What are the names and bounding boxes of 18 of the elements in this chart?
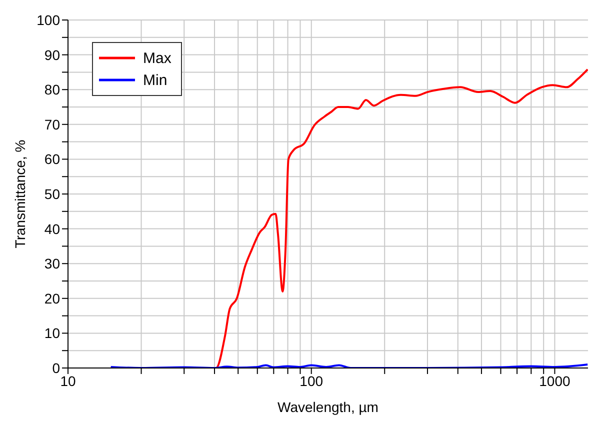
legend-label: Min (143, 72, 168, 88)
y-tick-label: 90 (44, 46, 60, 63)
y-tick-label: 40 (44, 220, 60, 237)
y-tick-label: 60 (44, 151, 60, 168)
legend-label: Max (143, 50, 172, 66)
x-tick-label: 100 (300, 372, 324, 389)
y-tick-label: 50 (44, 186, 60, 202)
y-tick-label: 10 (44, 325, 60, 342)
x-tick-label: 1000 (539, 372, 571, 389)
y-tick-label: 30 (44, 256, 60, 272)
x-axis-title: Wavelength, µm (278, 399, 378, 415)
y-tick-label: 70 (44, 116, 60, 132)
x-tick-label: 10 (60, 372, 76, 389)
y-tick-label: 20 (44, 290, 60, 306)
y-tick-label: 0 (52, 360, 60, 376)
y-axis-title: Transmittance, % (12, 140, 28, 248)
y-tick-label: 80 (44, 82, 60, 98)
y-tick-label: 100 (36, 12, 60, 28)
